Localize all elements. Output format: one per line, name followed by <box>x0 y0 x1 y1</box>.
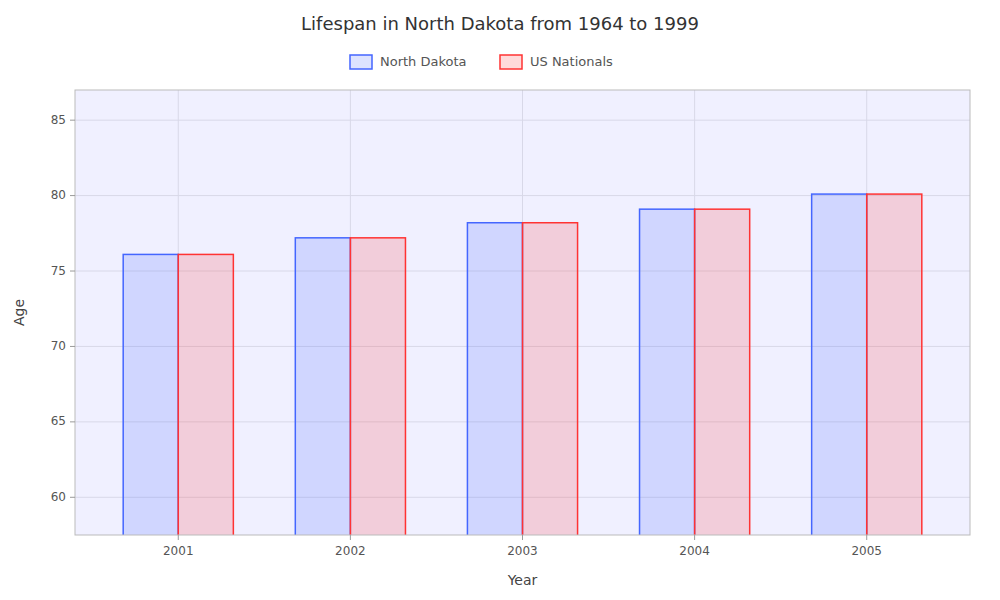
x-tick-label: 2003 <box>507 544 538 558</box>
chart-container: 60 65 70 75 80 85 2001 2002 2003 2004 2005 Year Age L… <box>0 0 1000 600</box>
bars <box>123 194 922 535</box>
bar <box>640 209 695 535</box>
legend: North Dakota US Nationals <box>350 54 613 70</box>
y-tick <box>70 195 75 196</box>
bar <box>123 254 178 535</box>
x-tick-label: 2004 <box>679 544 710 558</box>
y-tick <box>70 421 75 422</box>
x-tick <box>178 535 179 540</box>
y-tick <box>70 120 75 121</box>
x-axis-label: Year <box>507 572 538 588</box>
bar <box>178 254 233 535</box>
bar <box>295 238 350 535</box>
y-tick <box>70 271 75 272</box>
x-tick-label: 2005 <box>851 544 882 558</box>
x-tick-label: 2002 <box>335 544 366 558</box>
legend-label: North Dakota <box>380 54 467 69</box>
x-tick <box>522 535 523 540</box>
x-tick <box>350 535 351 540</box>
bar <box>812 194 867 535</box>
bar <box>695 209 750 535</box>
y-tick-label: 65 <box>51 414 66 428</box>
x-tick <box>866 535 867 540</box>
bar <box>350 238 405 535</box>
y-axis-label: Age <box>11 299 27 326</box>
y-tick-label: 85 <box>51 113 66 127</box>
bar <box>523 223 578 535</box>
bar <box>467 223 522 535</box>
x-axis: 2001 2002 2003 2004 2005 <box>163 535 882 558</box>
y-axis: 60 65 70 75 80 85 <box>51 113 75 504</box>
legend-label: US Nationals <box>530 54 613 69</box>
y-tick-label: 75 <box>51 264 66 278</box>
bar <box>867 194 922 535</box>
y-tick-label: 60 <box>51 490 66 504</box>
y-tick-label: 80 <box>51 188 66 202</box>
title: Lifespan in North Dakota from 1964 to 19… <box>301 13 699 34</box>
legend-swatch <box>500 55 522 69</box>
plot-frame <box>75 90 970 535</box>
y-tick-label: 70 <box>51 339 66 353</box>
x-tick-label: 2001 <box>163 544 194 558</box>
chart-svg: 60 65 70 75 80 85 2001 2002 2003 2004 2005 Year Age L… <box>0 0 1000 600</box>
legend-swatch <box>350 55 372 69</box>
x-tick <box>694 535 695 540</box>
y-tick <box>70 497 75 498</box>
y-tick <box>70 346 75 347</box>
